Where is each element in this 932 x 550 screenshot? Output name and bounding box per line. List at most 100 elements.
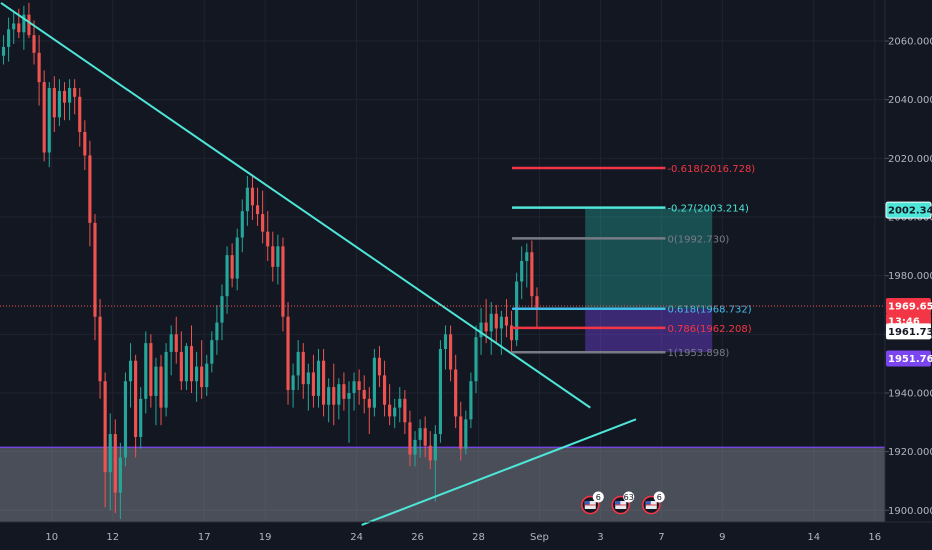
support-zone — [0, 446, 885, 522]
candle-body — [408, 422, 412, 455]
time-tick-label: 7 — [658, 532, 664, 543]
candle-body — [367, 398, 371, 408]
position-loss-zone[interactable] — [585, 308, 713, 353]
fibonacci-levels[interactable]: -0.618(2016.728) -0.27(2003.214) 0(1992.73… — [512, 164, 755, 359]
position-profit-zone[interactable] — [585, 208, 713, 309]
time-tick-label: 24 — [350, 532, 363, 543]
candle-body — [438, 348, 442, 435]
price-tag-box — [886, 350, 931, 367]
candle-body — [250, 187, 255, 206]
candle-body — [134, 360, 138, 437]
trend-lines[interactable] — [0, 2, 637, 526]
candle-body — [509, 325, 514, 341]
candle-body — [225, 255, 229, 297]
candle-body — [499, 316, 503, 329]
event-count-badge — [653, 491, 665, 503]
time-tick-label: 9 — [719, 532, 725, 543]
candle-body — [195, 366, 199, 382]
candle-body — [459, 416, 463, 449]
candle-body — [17, 23, 21, 33]
candle-body — [520, 261, 524, 282]
candle-body — [255, 205, 260, 215]
candle-body — [322, 360, 326, 405]
candle-body — [154, 366, 158, 396]
candle-body — [474, 337, 478, 382]
event-count-label: 6 — [657, 493, 662, 502]
trend-line[interactable] — [361, 418, 637, 526]
candle-body — [68, 87, 72, 103]
candle-body — [189, 346, 194, 382]
candle-body — [266, 231, 270, 247]
fib-level-label: 0.618(1968.732) — [667, 305, 751, 316]
fib-level-label: 0(1992.730) — [667, 234, 729, 245]
candle-body — [205, 363, 209, 388]
candle-body — [1, 46, 6, 56]
grid-lines — [0, 0, 885, 522]
candle-body — [159, 366, 163, 408]
price-tag-box — [886, 297, 931, 314]
candle-body — [52, 87, 56, 118]
candle-body — [403, 398, 407, 423]
trend-line[interactable] — [0, 2, 591, 409]
candle-body — [22, 14, 26, 33]
candle-body — [27, 14, 31, 36]
economic-events[interactable]: 6 63 6 — [580, 491, 665, 515]
candle-body — [464, 419, 468, 449]
flag-icon-canton — [615, 501, 621, 505]
candle-body — [128, 360, 133, 382]
candle-body — [88, 155, 92, 223]
candle-body — [98, 316, 102, 382]
price-tick-label: 2060.000 — [888, 37, 932, 48]
candle-body — [311, 372, 315, 396]
fib-level-label: -0.618(2016.728) — [667, 164, 755, 175]
candle-body — [113, 434, 117, 493]
price-tag-box — [885, 201, 932, 219]
candle-body — [362, 390, 366, 399]
price-tick-label: 1900.000 — [888, 506, 932, 517]
candle-body — [291, 375, 295, 391]
candle-body — [78, 96, 82, 132]
candle-body — [118, 457, 122, 493]
candle-body — [215, 322, 219, 341]
candle-body — [535, 296, 539, 308]
candle-body — [530, 252, 534, 297]
candle-body — [504, 316, 509, 326]
flag-icon-canton — [645, 501, 651, 505]
candle-body — [7, 29, 11, 47]
price-tag-label: 1969.656 — [888, 301, 932, 312]
time-tick-label: Sep — [530, 532, 549, 543]
time-axis[interactable]: 10 12 17 19 24 26 28 Sep 3 7 9 14 16 — [0, 521, 932, 543]
candle-body — [73, 87, 77, 97]
candle-body — [281, 246, 285, 317]
candle-body — [144, 343, 148, 399]
candle-body — [83, 131, 87, 156]
price-tick-label: 1920.000 — [888, 447, 932, 458]
candle-body — [174, 334, 178, 352]
candle-body — [57, 90, 61, 118]
long-position-tool[interactable] — [585, 208, 713, 353]
candle-body — [479, 322, 483, 338]
candle-body — [164, 351, 168, 408]
candlestick-series — [1, 2, 539, 520]
event-count-label: 6 — [596, 493, 601, 502]
candle-body — [515, 281, 519, 341]
time-tick-label: 14 — [807, 532, 820, 543]
candle-body — [286, 316, 290, 391]
candle-body — [230, 255, 234, 279]
fib-level-label: 0.786(1962.208) — [667, 324, 751, 335]
candle-body — [32, 35, 36, 53]
candle-body — [428, 445, 432, 461]
event-count-label: 63 — [624, 493, 634, 502]
candle-body — [306, 372, 310, 385]
price-tag-label: 1961.736 — [888, 327, 932, 338]
price-tag-box — [886, 323, 931, 340]
candle-body — [93, 222, 97, 317]
candle-body — [245, 187, 249, 212]
candle-body — [484, 322, 488, 332]
candle-body — [489, 313, 493, 332]
candle-body — [372, 357, 376, 408]
fib-level-label: -0.27(2003.214) — [667, 204, 748, 215]
